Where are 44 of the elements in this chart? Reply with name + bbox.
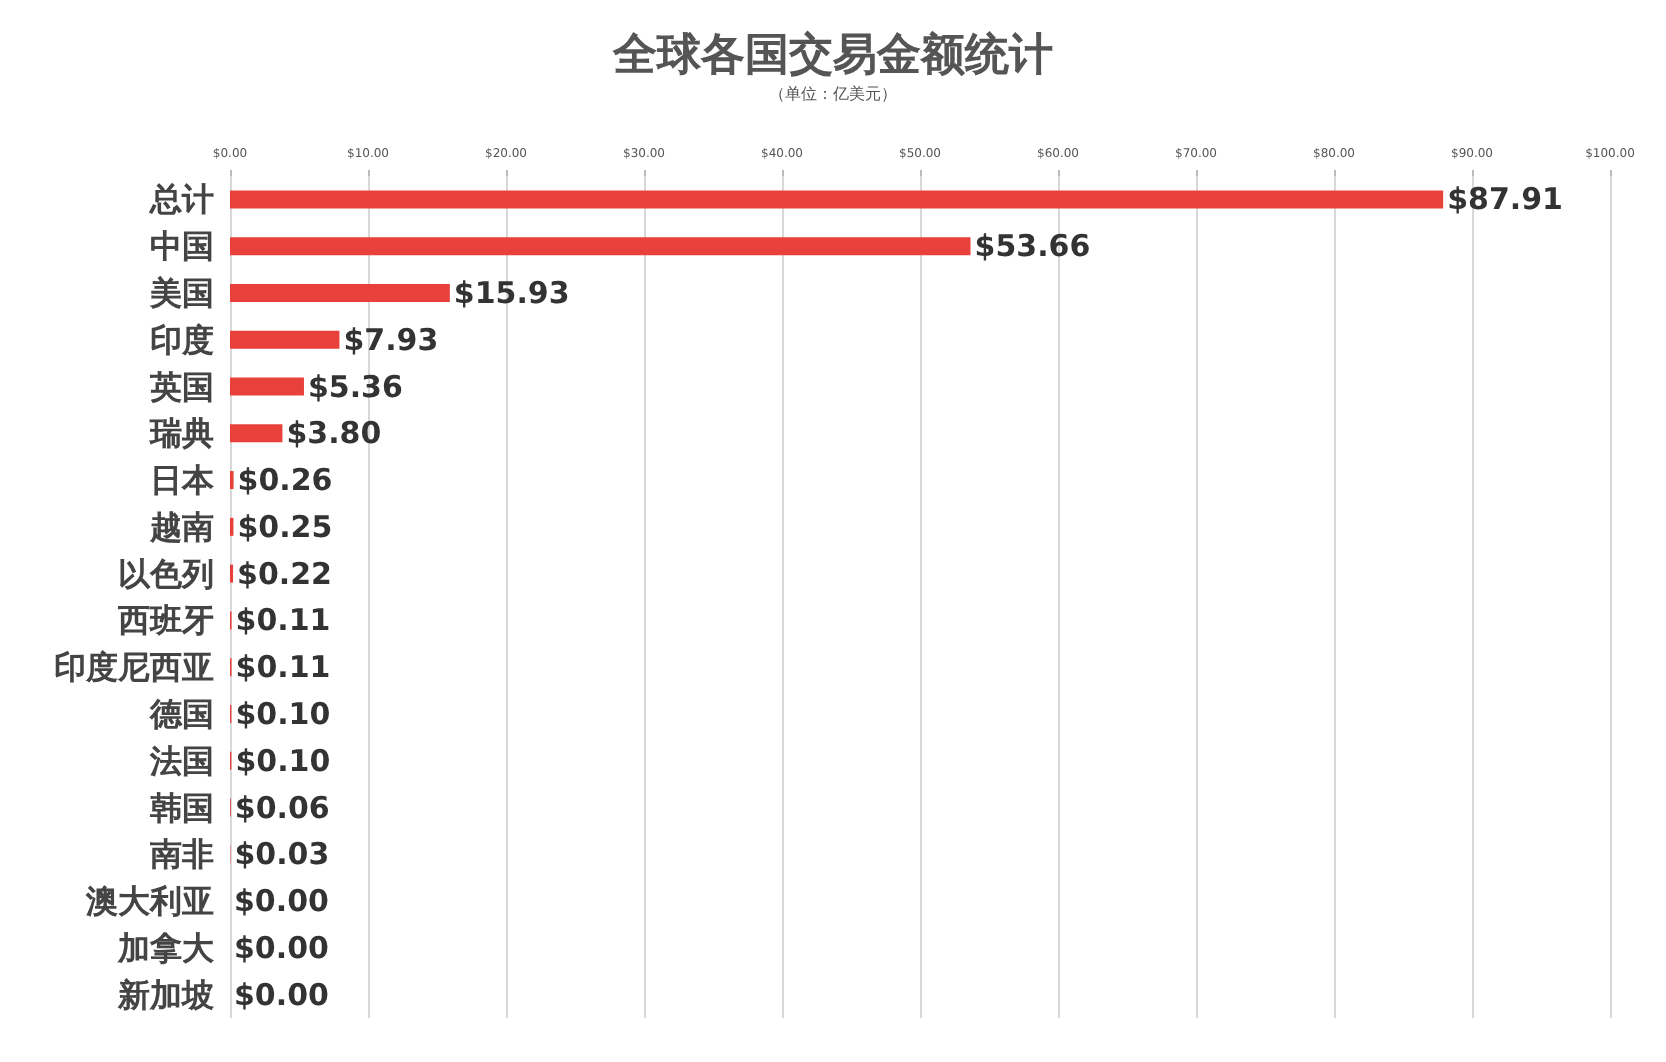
bar [230, 330, 340, 349]
data-label: $0.00 [234, 883, 329, 920]
y-tick-label: 韩国 [148, 788, 214, 827]
bar [230, 283, 450, 302]
y-tick-label: 以色列 [118, 554, 214, 593]
data-label: $0.22 [237, 555, 332, 592]
y-tick-label: 印度尼西亚 [54, 648, 214, 687]
y-tick-label: 日本 [150, 461, 216, 500]
data-label: $0.25 [237, 508, 333, 545]
chart-title: 全球各国交易金额统计 [611, 29, 1053, 81]
bar [230, 190, 1444, 209]
y-tick-label: 印度 [150, 320, 214, 359]
y-tick-label: 南非 [148, 835, 214, 874]
data-label: $0.10 [235, 742, 331, 779]
chart-subtitle: （单位：亿美元） [769, 85, 897, 103]
data-label: $7.93 [343, 321, 439, 358]
data-label: $0.11 [235, 602, 331, 639]
y-tick-label: 德国 [148, 694, 214, 733]
bar [230, 424, 283, 443]
y-tick-label: 加拿大 [116, 928, 216, 967]
y-tick-label: 越南 [148, 507, 214, 546]
data-label: $3.80 [286, 415, 382, 452]
y-tick-label: 美国 [148, 273, 214, 312]
bar [230, 237, 971, 256]
data-label: $0.03 [234, 836, 330, 873]
y-tick-label: 新加坡 [116, 975, 216, 1014]
y-tick-label: 瑞典 [148, 414, 214, 453]
y-tick-label: 法国 [148, 741, 214, 780]
y-tick-label: 英国 [148, 367, 214, 406]
data-label: $15.93 [453, 274, 570, 311]
data-label: $87.91 [1447, 181, 1563, 218]
y-tick-label: 中国 [150, 227, 214, 266]
data-label: $0.00 [234, 929, 329, 966]
y-tick-label: 西班牙 [116, 601, 214, 640]
data-label: $0.00 [234, 976, 329, 1013]
data-label: $0.11 [235, 649, 331, 686]
bar [230, 377, 304, 396]
data-label: $0.10 [235, 695, 331, 732]
data-label: $0.26 [237, 462, 333, 499]
data-label: $5.36 [307, 368, 403, 405]
data-label: $53.66 [974, 228, 1091, 265]
y-tick-label: 澳大利亚 [84, 882, 214, 921]
y-tick-label: 总计 [148, 180, 214, 219]
data-label: $0.06 [234, 789, 330, 826]
